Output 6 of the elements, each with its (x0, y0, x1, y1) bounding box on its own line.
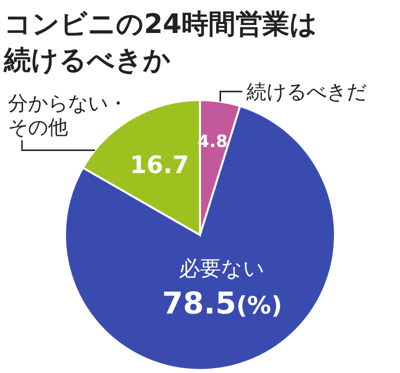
text: (%) (236, 292, 282, 320)
chart-title: コンビニの24時間営業は続けるべきか (3, 9, 318, 76)
data-label: 16.7 (130, 150, 190, 179)
slice-label: 必要ない (179, 256, 266, 281)
slice-label: 分からない・その他 (8, 91, 128, 140)
slice-label: 続けるべきだ (245, 80, 366, 104)
